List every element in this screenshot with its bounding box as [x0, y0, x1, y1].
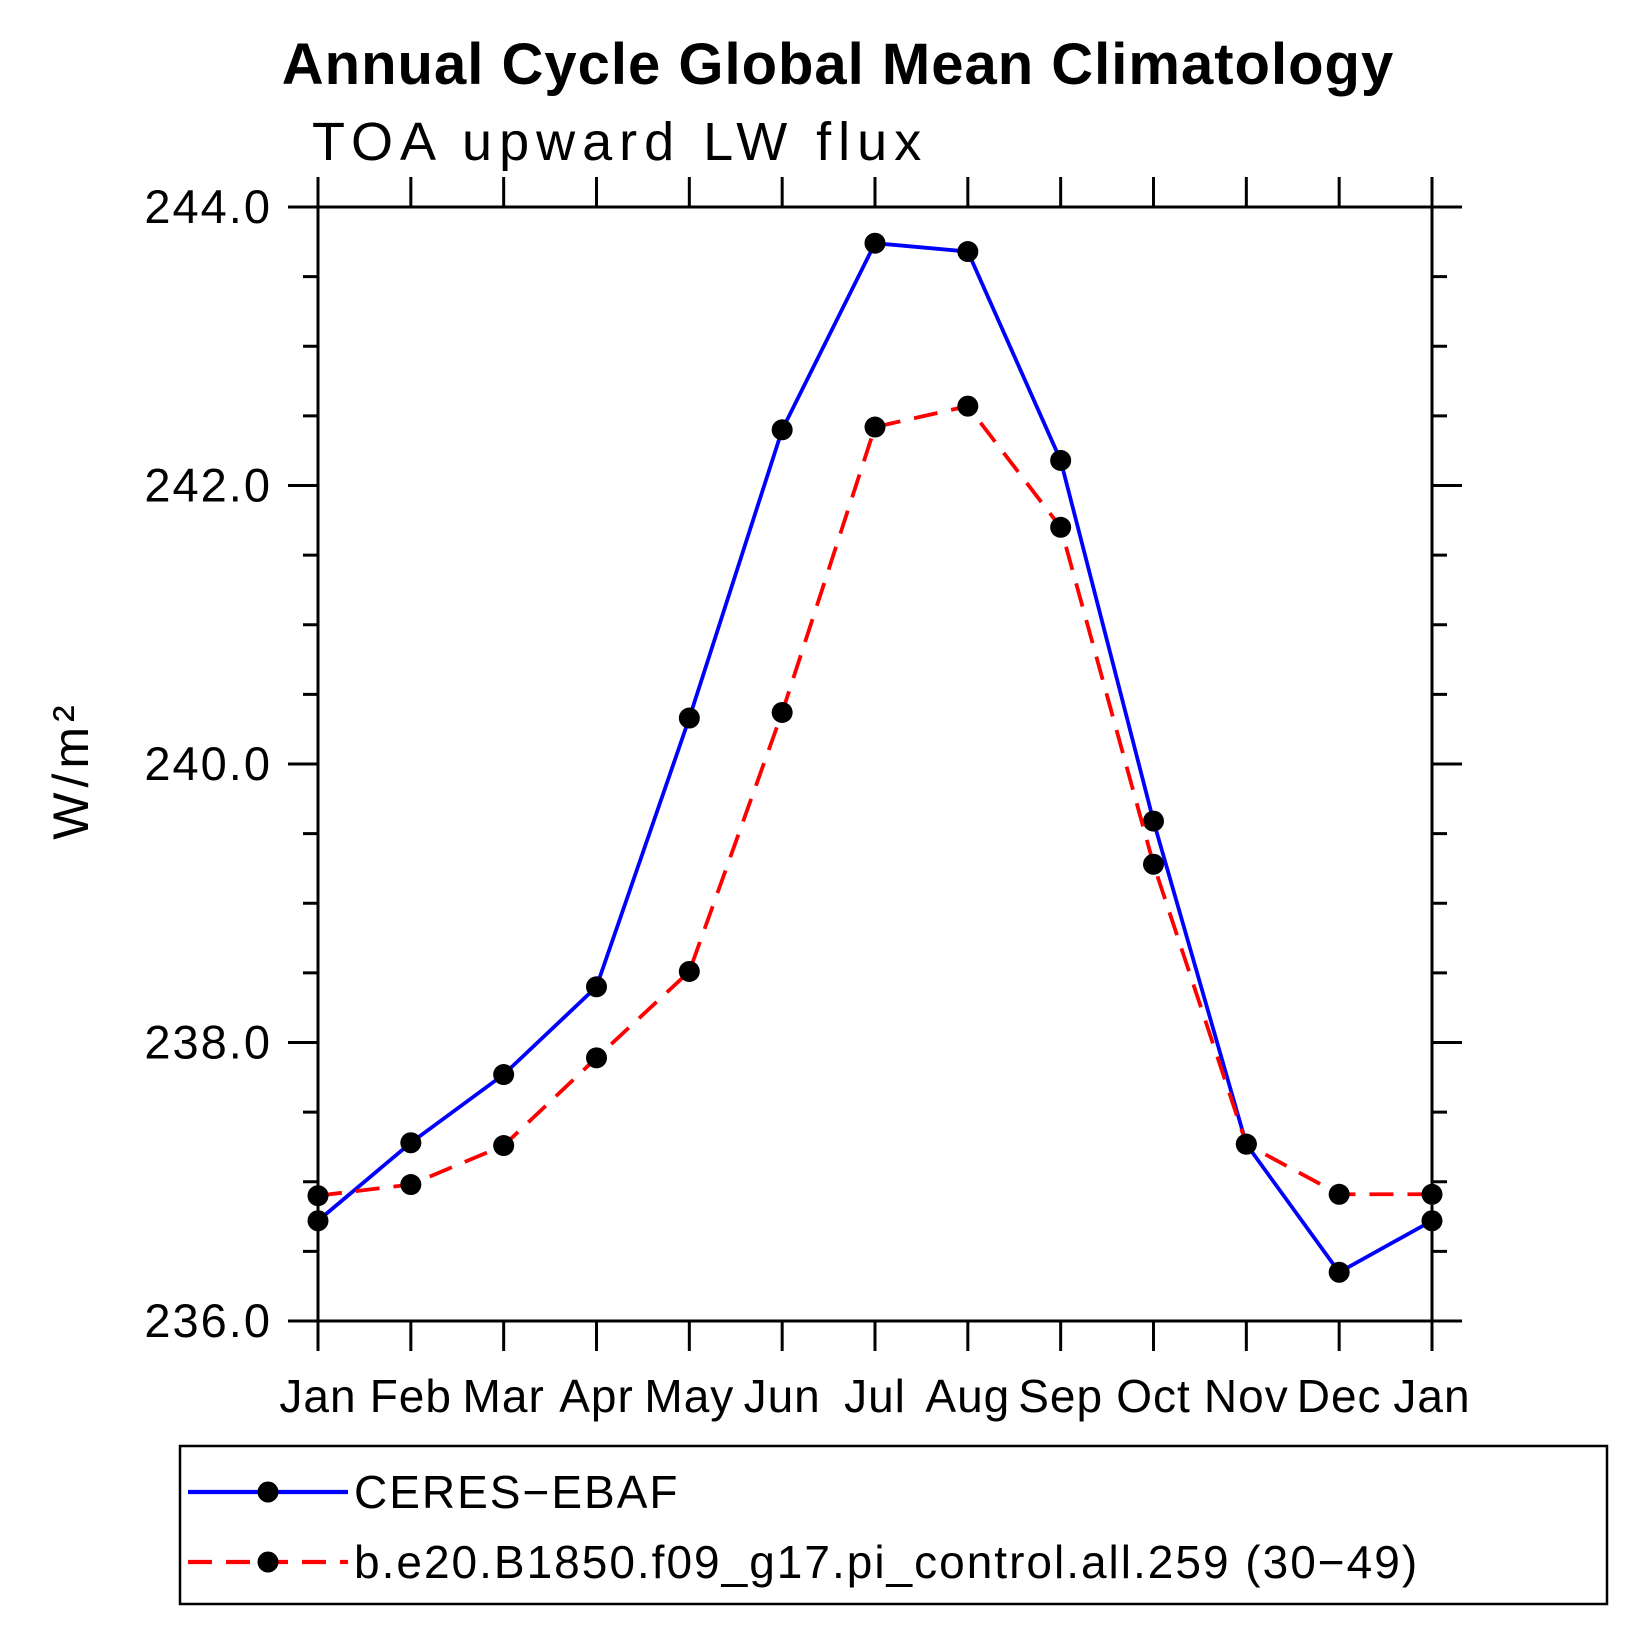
data-point	[1050, 449, 1072, 471]
x-tick-label: Jan	[1393, 1370, 1470, 1422]
data-point	[1421, 1183, 1443, 1205]
x-tick-label: May	[644, 1370, 734, 1422]
x-tick-label: Jun	[744, 1370, 821, 1422]
x-tick-label: Feb	[370, 1370, 452, 1422]
data-point	[1050, 516, 1072, 538]
chart-title: Annual Cycle Global Mean Climatology	[282, 32, 1394, 97]
y-tick-label: 244.0	[144, 180, 272, 233]
legend-box	[178, 1444, 1609, 1606]
x-tick-label: Apr	[559, 1370, 634, 1422]
data-point	[1143, 853, 1164, 875]
x-tick-label: Jan	[279, 1370, 356, 1422]
x-tick-label: Aug	[925, 1370, 1010, 1422]
legend-sample-marker-0	[257, 1481, 279, 1503]
data-point	[864, 232, 886, 254]
data-point	[771, 701, 793, 723]
axes-layer: Jan Feb Mar Apr May Jun Jul Aug Sep Oct Nov Dec Jan2…	[144, 177, 1470, 1422]
data-point	[400, 1132, 422, 1154]
y-tick-label: 240.0	[144, 737, 272, 790]
y-tick-label: 242.0	[144, 459, 272, 512]
data-point	[771, 419, 793, 441]
data-point	[678, 707, 700, 729]
data-point	[1143, 810, 1164, 832]
data-point	[307, 1185, 329, 1207]
data-point	[957, 395, 979, 417]
data-point	[1328, 1261, 1350, 1283]
y-axis-label: W/m²	[43, 700, 99, 839]
data-point	[1421, 1210, 1443, 1232]
data-point	[586, 1047, 607, 1069]
series-layer	[307, 232, 1443, 1283]
data-point	[586, 976, 607, 998]
data-point	[400, 1174, 422, 1196]
legend-sample-marker-1	[257, 1551, 279, 1573]
legend-label-1: b.e20.B1850.f09_g17.pi_control.all.259 (…	[354, 1536, 1419, 1588]
x-tick-label: Mar	[463, 1370, 545, 1422]
y-tick-label: 238.0	[144, 1016, 272, 1069]
legend-layer: CERES−EBAF b.e20.B1850.f09_g17.pi_control…	[178, 1444, 1609, 1606]
data-point	[1328, 1183, 1350, 1205]
x-tick-label: Sep	[1018, 1370, 1103, 1422]
data-point	[493, 1064, 515, 1086]
data-point	[957, 241, 979, 263]
x-tick-label: Oct	[1116, 1370, 1191, 1422]
chart-subtitle: TOA upward LW flux	[312, 112, 928, 172]
x-tick-label: Nov	[1204, 1370, 1289, 1422]
data-point	[1235, 1133, 1257, 1155]
y-tick-label: 236.0	[144, 1294, 272, 1347]
series-line-1	[317, 404, 1432, 1198]
legend-label-0: CERES−EBAF	[354, 1466, 680, 1518]
x-tick-label: Dec	[1297, 1370, 1382, 1422]
data-point	[493, 1135, 515, 1157]
data-point	[678, 960, 700, 982]
x-tick-label: Jul	[844, 1370, 906, 1422]
data-point	[307, 1210, 329, 1232]
series-line-0	[316, 241, 1433, 1275]
data-point	[864, 416, 886, 438]
